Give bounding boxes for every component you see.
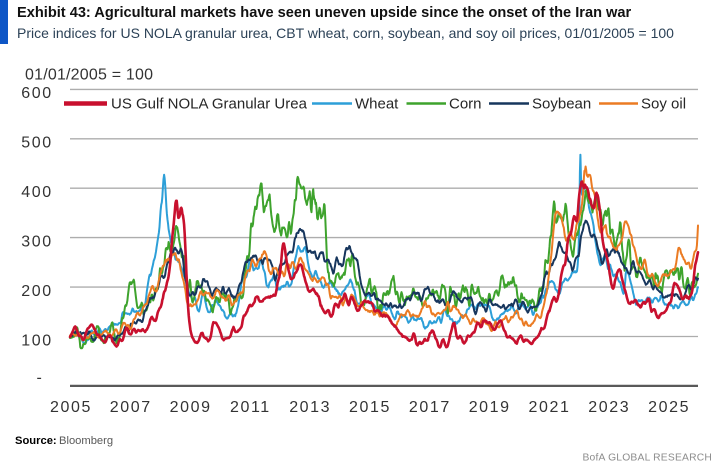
svg-text:2011: 2011: [230, 399, 271, 416]
svg-text:Bloomberg: Bloomberg: [59, 435, 113, 447]
svg-text:Source:: Source:: [15, 435, 57, 447]
svg-text:2019: 2019: [469, 399, 511, 416]
svg-text:01/01/2005 = 100: 01/01/2005 = 100: [25, 67, 153, 84]
svg-text:600: 600: [21, 85, 53, 102]
svg-text:2017: 2017: [409, 399, 451, 416]
svg-text:2005: 2005: [50, 399, 92, 416]
svg-text:100: 100: [21, 332, 53, 349]
svg-text:US Gulf NOLA Granular Urea: US Gulf NOLA Granular Urea: [111, 96, 308, 113]
svg-text:-: -: [37, 370, 44, 387]
svg-text:2009: 2009: [170, 399, 212, 416]
svg-text:Soy oil: Soy oil: [641, 96, 686, 113]
svg-text:Soybean: Soybean: [532, 96, 591, 113]
svg-text:2021: 2021: [529, 399, 571, 416]
svg-text:2015: 2015: [349, 399, 391, 416]
svg-text:400: 400: [21, 184, 53, 201]
svg-text:2023: 2023: [588, 399, 630, 416]
svg-text:2025: 2025: [648, 399, 690, 416]
svg-text:BofA GLOBAL RESEARCH: BofA GLOBAL RESEARCH: [582, 453, 712, 464]
svg-text:Price indices for US NOLA gran: Price indices for US NOLA granular urea,…: [17, 25, 674, 41]
svg-text:300: 300: [21, 233, 53, 250]
svg-text:Wheat: Wheat: [355, 96, 399, 113]
svg-text:Exhibit 43: Agricultural marke: Exhibit 43: Agricultural markets have se…: [17, 5, 632, 21]
svg-text:2013: 2013: [289, 399, 331, 416]
svg-text:500: 500: [21, 135, 53, 152]
svg-text:Corn: Corn: [449, 96, 482, 113]
svg-text:2007: 2007: [110, 399, 152, 416]
svg-text:200: 200: [21, 283, 53, 300]
